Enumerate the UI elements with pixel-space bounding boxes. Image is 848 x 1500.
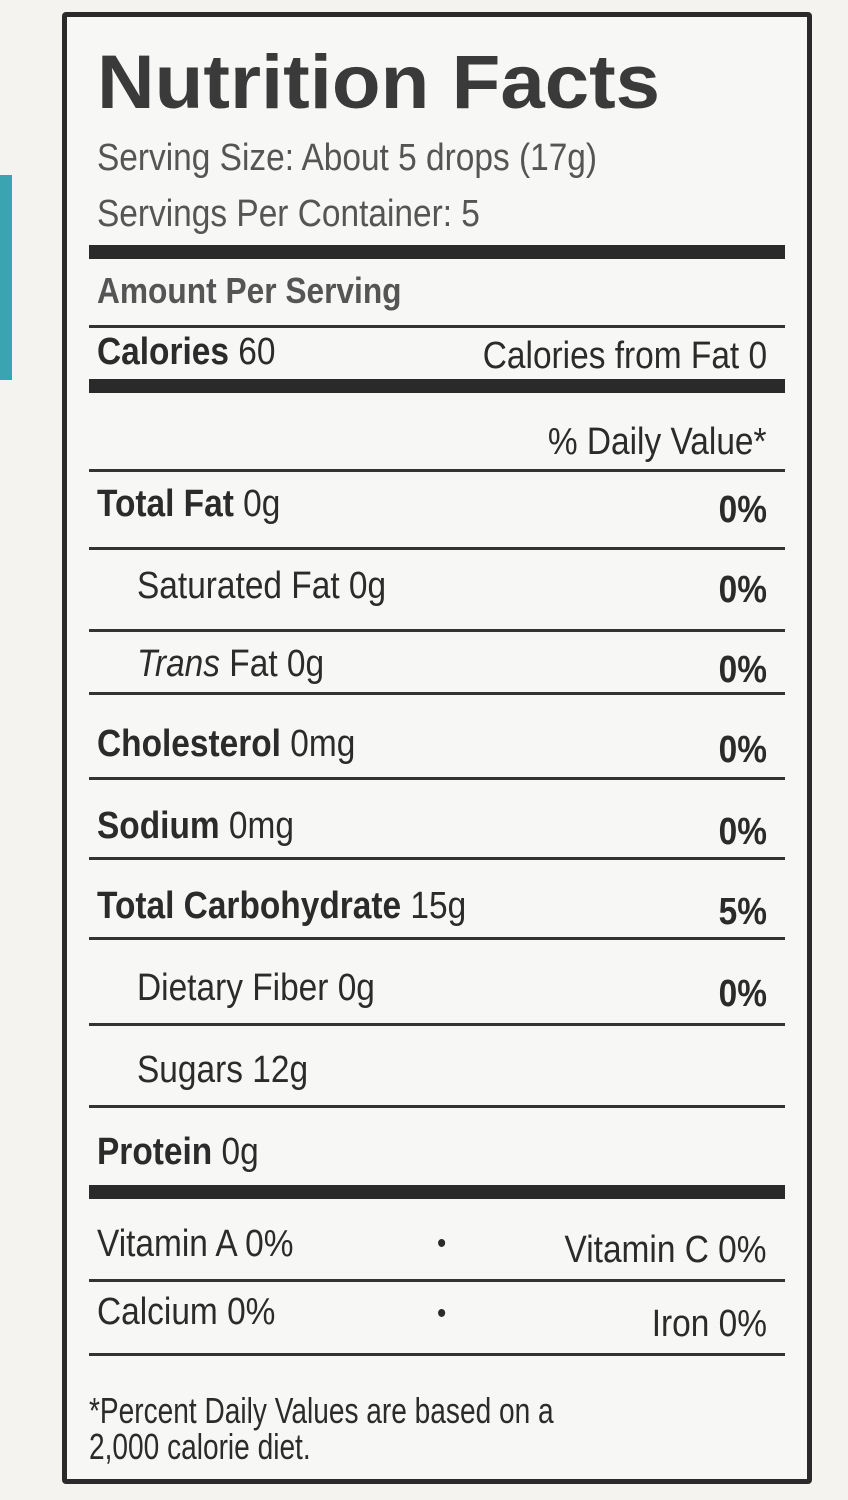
nutrient-sodium: Sodium 0mg [97, 805, 294, 847]
separator-dot: • [437, 1297, 447, 1330]
dv-cholesterol: 0% [718, 729, 767, 771]
amount-per-serving: Amount Per Serving [97, 270, 402, 311]
calcium: Calcium 0% [97, 1291, 276, 1333]
dv-saturated-fat: 0% [718, 569, 767, 611]
separator-dot: • [437, 1227, 447, 1260]
package-teal-edge [0, 175, 12, 380]
dv-total-carbohydrate: 5% [718, 891, 767, 933]
nutrient-total-fat: Total Fat 0g [97, 483, 281, 525]
servings-per-container: Servings Per Container: 5 [97, 193, 480, 235]
nutrient-trans-fat: Trans Fat 0g [137, 643, 325, 685]
vitamin-c: Vitamin C 0% [565, 1229, 767, 1271]
title: Nutrition Facts [97, 40, 661, 125]
nutrient-protein: Protein 0g [97, 1131, 259, 1173]
footnote: *Percent Daily Values are based on a 2,0… [89, 1390, 554, 1467]
nutrition-facts-panel: Nutrition Facts Serving Size: About 5 dr… [62, 12, 812, 1484]
nutrient-sugars: Sugars 12g [137, 1049, 309, 1091]
nutrient-total-carbohydrate: Total Carbohydrate 15g [97, 885, 467, 927]
nutrient-dietary-fiber: Dietary Fiber 0g [137, 967, 375, 1009]
serving-size: Serving Size: About 5 drops (17g) [97, 137, 598, 179]
calories-from-fat: Calories from Fat 0 [482, 335, 767, 377]
nutrient-saturated-fat: Saturated Fat 0g [137, 565, 387, 607]
dv-trans-fat: 0% [718, 649, 767, 691]
dv-total-fat: 0% [718, 489, 767, 531]
dv-dietary-fiber: 0% [718, 973, 767, 1015]
vitamin-a: Vitamin A 0% [97, 1223, 294, 1265]
dv-sodium: 0% [718, 811, 767, 853]
calories-row: Calories 60 [97, 331, 276, 373]
daily-value-header: % Daily Value* [548, 421, 767, 463]
iron: Iron 0% [651, 1303, 767, 1345]
nutrient-cholesterol: Cholesterol 0mg [97, 723, 356, 765]
